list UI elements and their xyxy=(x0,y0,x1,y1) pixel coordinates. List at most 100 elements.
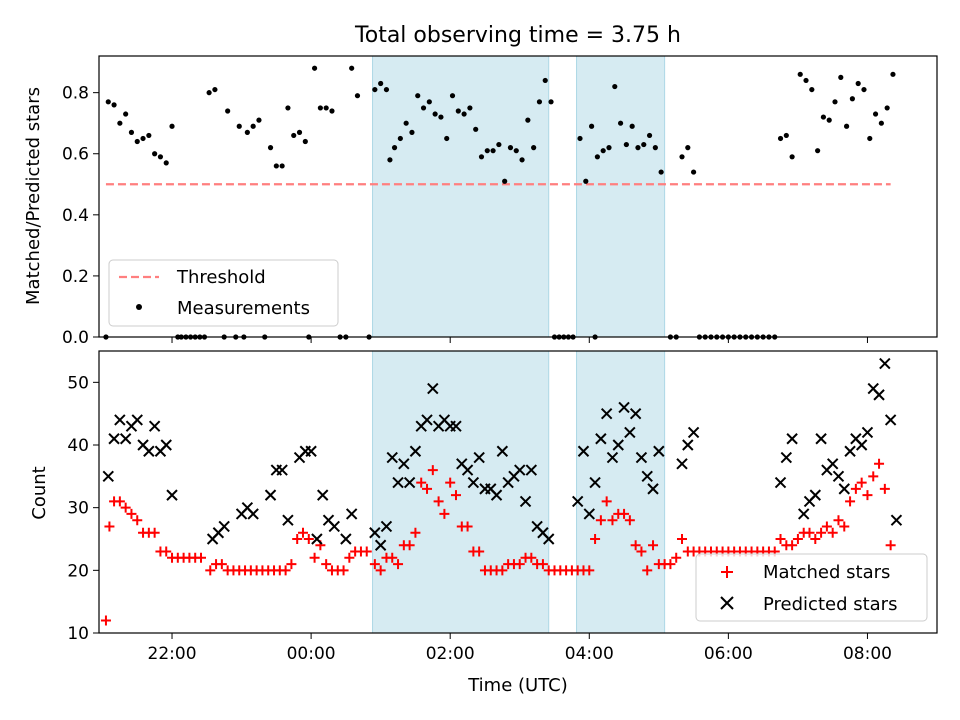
matched-star-point xyxy=(205,565,216,576)
matched-star-point xyxy=(590,534,601,544)
matched-star-point xyxy=(648,540,659,551)
matched-star-point xyxy=(584,565,595,576)
predicted-star-point xyxy=(600,407,613,420)
matched-star-point xyxy=(607,515,618,526)
predicted-star-point xyxy=(264,489,277,501)
predicted-star-point xyxy=(884,414,897,426)
predicted-star-point xyxy=(305,445,317,457)
measurement-point xyxy=(372,86,378,93)
predicted-star-point xyxy=(514,464,526,476)
measurement-point xyxy=(507,145,514,151)
bottom-x-tick-label: 08:00 xyxy=(843,644,892,664)
measurement-point xyxy=(606,145,612,151)
measurement-point xyxy=(256,117,262,123)
predicted-star-point xyxy=(519,495,532,508)
matched-star-point xyxy=(161,546,172,557)
predicted-legend-label: Predicted stars xyxy=(763,594,897,615)
measurement-point xyxy=(623,141,629,148)
measurement-point xyxy=(884,105,890,111)
matched-star-point xyxy=(280,565,291,576)
predicted-star-point xyxy=(890,514,903,526)
matched-star-point xyxy=(514,559,525,570)
top-y-tick-label: 0.8 xyxy=(62,84,89,104)
top-legend: Threshold Measurements xyxy=(108,259,339,327)
predicted-star-point xyxy=(467,476,480,489)
predicted-star-point xyxy=(798,508,810,520)
measurement-point xyxy=(612,83,618,90)
measurement-point xyxy=(169,123,175,129)
measurement-point xyxy=(296,129,303,135)
measurement-point xyxy=(467,105,473,111)
measurement-point xyxy=(496,141,502,148)
measurement-point xyxy=(589,123,595,129)
matched-star-point xyxy=(149,527,160,538)
matched-star-point xyxy=(804,527,815,538)
measurement-point xyxy=(542,77,548,84)
matched-star-point xyxy=(845,496,856,507)
predicted-star-point xyxy=(369,527,381,539)
measurement-point xyxy=(111,102,117,108)
predicted-star-point xyxy=(629,407,642,420)
predicted-star-point xyxy=(311,533,323,545)
measurement-point xyxy=(815,148,821,154)
matched-star-point xyxy=(624,515,635,526)
predicted-star-point xyxy=(143,445,155,457)
predicted-star-point xyxy=(809,489,822,501)
measurements-legend-label: Measurements xyxy=(177,298,310,319)
top-y-tick-label: 0.4 xyxy=(62,206,89,226)
matched-star-point xyxy=(862,490,873,501)
predicted-star-point xyxy=(114,414,126,426)
measurement-point xyxy=(803,77,809,84)
bottom-y-tick-label: 10 xyxy=(67,624,89,644)
matched-star-point xyxy=(677,534,688,544)
measurement-point xyxy=(867,135,873,142)
predicted-star-point xyxy=(345,508,358,520)
matched-star-point xyxy=(833,515,844,526)
measurement-point xyxy=(461,111,467,117)
matched-star-point xyxy=(671,552,682,563)
measurement-point xyxy=(843,123,850,129)
matched-star-point xyxy=(427,465,438,476)
measurement-point xyxy=(583,178,589,184)
predicted-star-point xyxy=(490,489,503,501)
measurement-point xyxy=(397,135,403,142)
predicted-star-point xyxy=(647,483,659,495)
measurement-point xyxy=(629,123,635,129)
predicted-star-point xyxy=(386,451,398,464)
matched-star-point xyxy=(344,552,355,563)
matched-star-point xyxy=(445,477,456,488)
bottom-observing-span xyxy=(576,350,666,634)
bottom-legend-box xyxy=(695,553,928,622)
bottom-x-tick-label: 00:00 xyxy=(287,644,336,664)
matched-star-point xyxy=(338,565,349,576)
measurement-point xyxy=(250,123,256,129)
measurement-point xyxy=(140,135,146,142)
x-axis-label: Time (UTC) xyxy=(467,675,568,696)
predicted-star-point xyxy=(380,520,393,533)
measurement-point xyxy=(797,71,803,77)
measurement-point xyxy=(531,145,537,151)
predicted-star-point xyxy=(473,451,485,464)
measurement-point xyxy=(777,135,784,142)
matched-star-point xyxy=(630,540,641,551)
measurement-point xyxy=(244,129,250,135)
measurement-point xyxy=(105,99,111,105)
bottom-x-tick-label: 04:00 xyxy=(565,644,614,664)
top-ylabel: Matched/Predicted stars xyxy=(23,87,44,305)
predicted-legend-swatch xyxy=(720,596,734,610)
predicted-star-point xyxy=(461,464,474,476)
matched-star-point xyxy=(104,521,115,532)
measurement-point xyxy=(291,132,297,139)
measurement-point xyxy=(658,169,664,175)
measurement-point xyxy=(455,108,461,114)
matched-star-point xyxy=(885,540,896,551)
top-panel: 0.0 0.2 0.4 0.6 0.8 xyxy=(62,55,938,348)
measurement-point xyxy=(302,138,308,145)
matched-star-point xyxy=(303,534,314,544)
top-axes-frame xyxy=(98,55,938,338)
predicted-star-point xyxy=(398,458,410,470)
measurement-point xyxy=(548,99,554,105)
predicted-star-point xyxy=(635,451,648,464)
predicted-star-point xyxy=(282,514,294,526)
